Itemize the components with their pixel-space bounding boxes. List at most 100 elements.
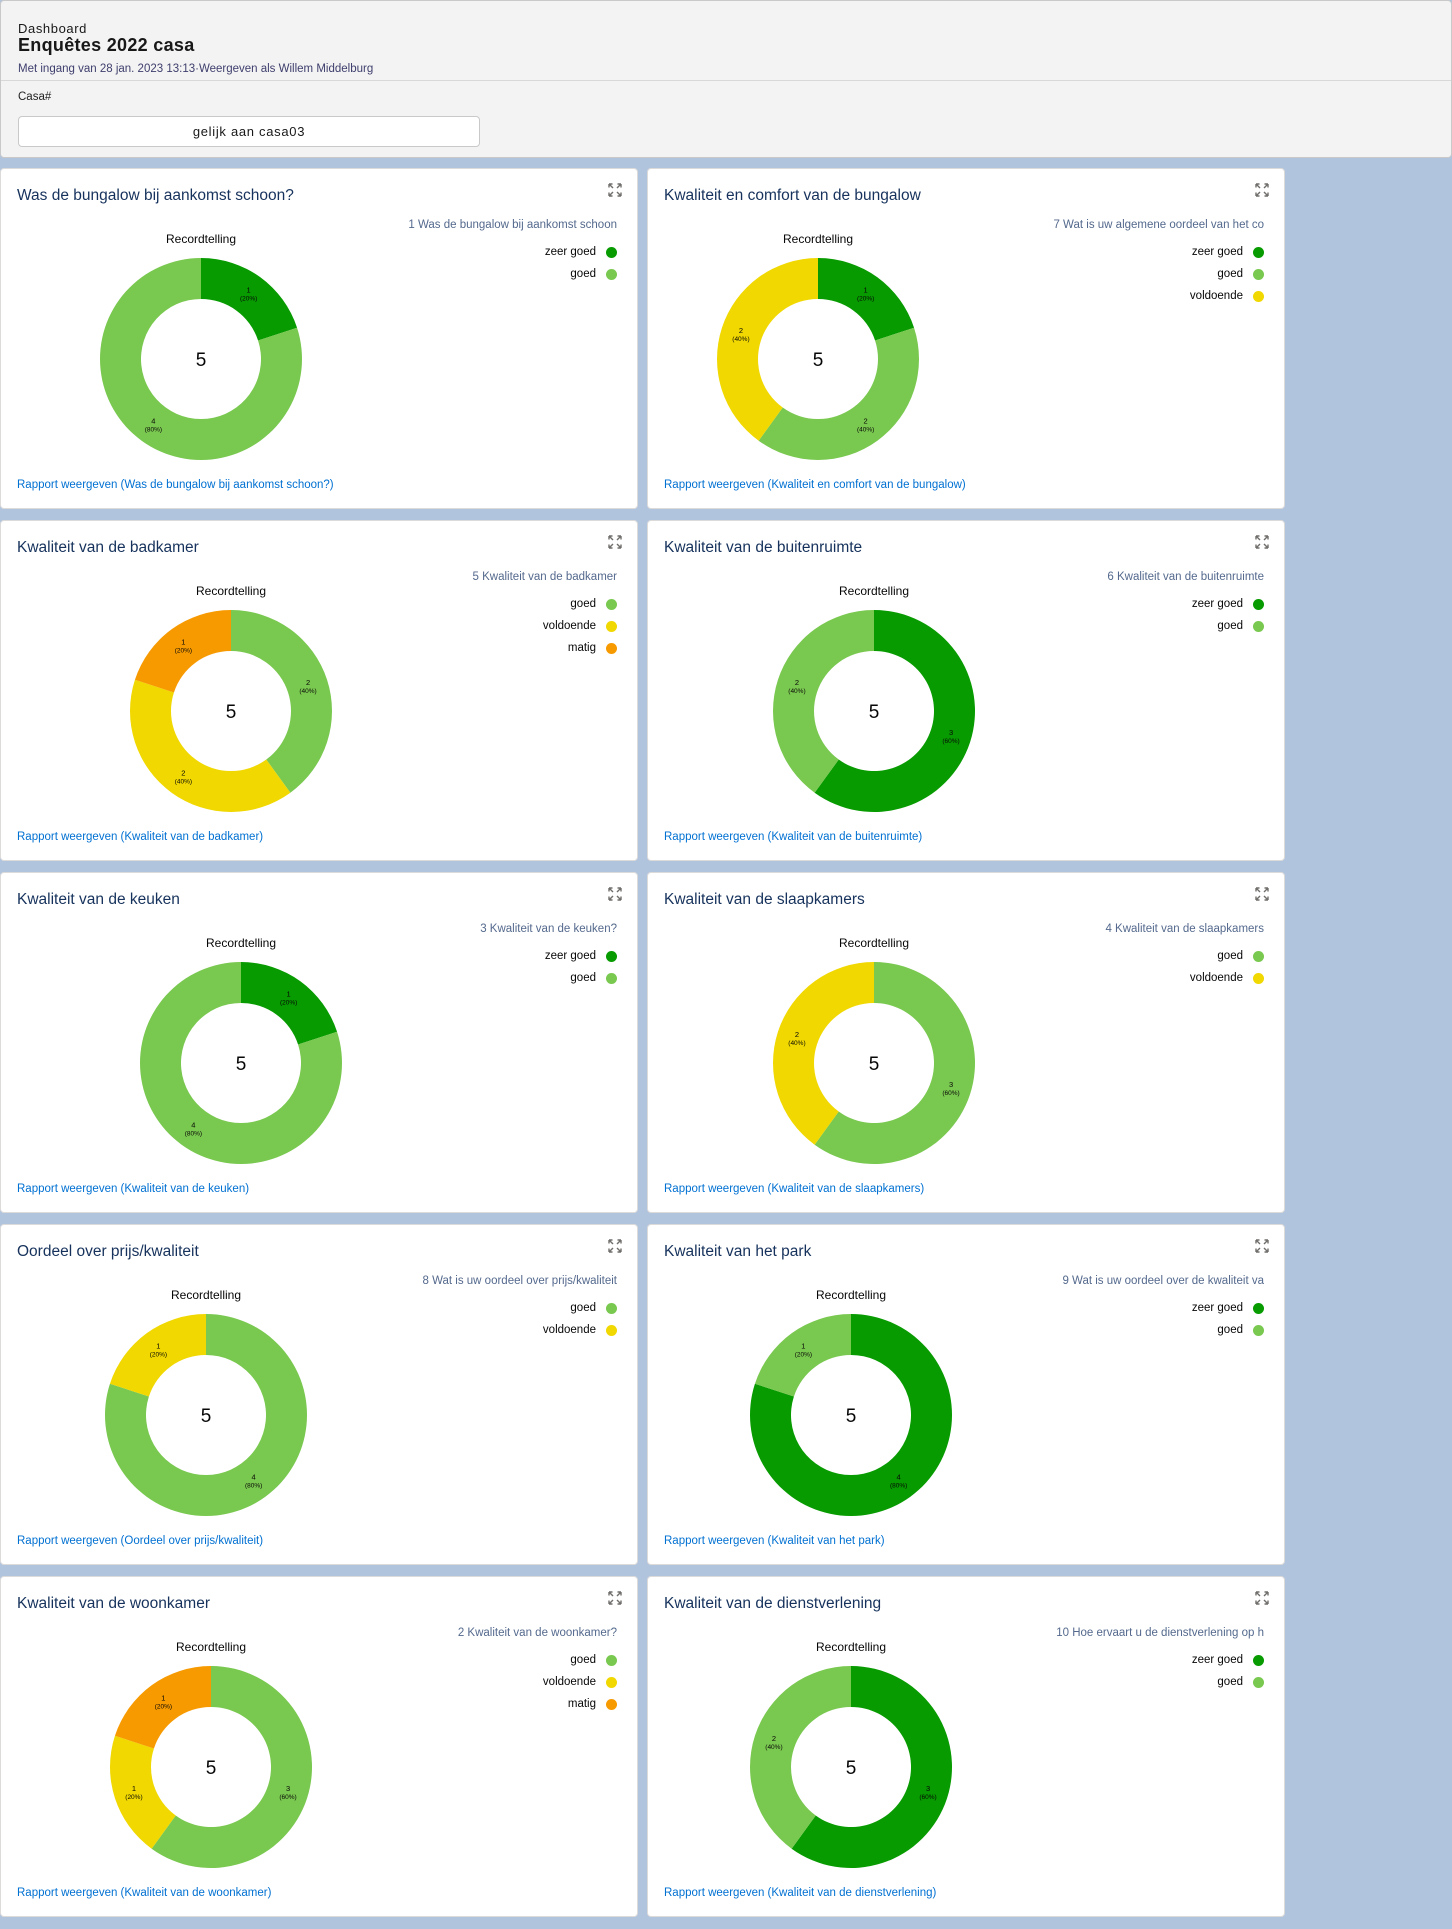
view-report-link[interactable]: Rapport weergeven (Was de bungalow bij a… (17, 479, 334, 491)
legend-color-dot (606, 1676, 617, 1688)
chart-legend: zeer goed goed (1192, 1297, 1264, 1341)
donut-slice[interactable] (750, 1314, 952, 1516)
legend-item-label: goed (1217, 620, 1243, 632)
donut-slice[interactable] (130, 679, 291, 812)
donut-total: 5 (869, 1054, 880, 1075)
legend-color-dot (1253, 1654, 1264, 1666)
slice-percent-label: (80%) (145, 427, 162, 434)
legend-item[interactable]: voldoende (543, 1319, 617, 1341)
donut-total: 5 (813, 350, 824, 371)
legend-item[interactable]: matig (543, 637, 617, 659)
legend-item[interactable]: matig (543, 1693, 617, 1715)
legend-color-dot (606, 642, 617, 654)
expand-icon[interactable] (608, 1239, 622, 1253)
expand-icon[interactable] (1255, 1239, 1269, 1253)
legend-item[interactable]: goed (543, 1649, 617, 1671)
legend-item[interactable]: voldoende (543, 615, 617, 637)
view-report-link[interactable]: Rapport weergeven (Kwaliteit van de dien… (664, 1887, 937, 1899)
donut-slice[interactable] (754, 1314, 851, 1397)
donut-slice[interactable] (151, 1666, 312, 1868)
donut-slice[interactable] (773, 610, 874, 793)
donut-chart: 2(40%)2(40%)1(20%)5 (130, 610, 332, 812)
legend-item[interactable]: goed (545, 967, 617, 989)
page-title: Enquêtes 2022 casa (18, 35, 195, 55)
legend-item[interactable]: zeer goed (1192, 1649, 1264, 1671)
legend-item[interactable]: voldoende (1190, 285, 1264, 307)
legend-item[interactable]: goed (1192, 1319, 1264, 1341)
legend-item[interactable]: goed (545, 263, 617, 285)
donut-slice[interactable] (750, 1666, 851, 1849)
view-report-link[interactable]: Rapport weergeven (Oordeel over prijs/kw… (17, 1535, 264, 1547)
legend-item[interactable]: goed (1190, 945, 1264, 967)
legend-item[interactable]: zeer goed (545, 945, 617, 967)
donut-slice[interactable] (231, 610, 332, 793)
expand-icon[interactable] (608, 535, 622, 549)
slice-percent-label: (80%) (890, 1483, 907, 1490)
view-report-link[interactable]: Rapport weergeven (Kwaliteit van de slaa… (664, 1183, 925, 1195)
donut-slice[interactable] (140, 962, 342, 1164)
legend-title: 8 Wat is uw oordeel over prijs/kwaliteit (422, 1275, 617, 1287)
view-report-link[interactable]: Rapport weergeven (Kwaliteit van de woon… (17, 1887, 272, 1899)
expand-icon[interactable] (608, 887, 622, 901)
donut-slice[interactable] (110, 1735, 176, 1849)
donut-slice[interactable] (814, 610, 975, 812)
expand-icon[interactable] (608, 183, 622, 197)
legend-item[interactable]: zeer goed (1192, 593, 1264, 615)
view-report-link[interactable]: Rapport weergeven (Kwaliteit van de buit… (664, 831, 923, 843)
donut-total: 5 (846, 1758, 857, 1779)
donut-slice[interactable] (758, 327, 919, 461)
slice-percent-label: (20%) (857, 295, 874, 302)
legend-color-dot (1253, 972, 1264, 984)
donut-slice[interactable] (109, 1314, 206, 1397)
legend-item[interactable]: goed (543, 593, 617, 615)
legend-item[interactable]: goed (1190, 263, 1264, 285)
legend-item[interactable]: zeer goed (1192, 1297, 1264, 1319)
donut-slice[interactable] (717, 258, 818, 441)
donut-slice[interactable] (814, 962, 975, 1164)
donut-slice[interactable] (105, 1314, 308, 1516)
view-report-link[interactable]: Rapport weergeven (Kwaliteit van het par… (664, 1535, 885, 1547)
donut-slice[interactable] (818, 258, 915, 341)
donut-slice[interactable] (791, 1666, 952, 1868)
dashboard-card: Kwaliteit van de badkamer Recordtelling 5 … (0, 520, 638, 861)
donut-measure-label: Recordtelling (838, 936, 910, 950)
expand-icon[interactable] (1255, 183, 1269, 197)
donut-slice[interactable] (134, 610, 231, 693)
legend-item[interactable]: goed (1192, 1671, 1264, 1693)
donut-slice[interactable] (114, 1666, 211, 1749)
legend-item[interactable]: voldoende (1190, 967, 1264, 989)
donut-slice[interactable] (201, 258, 298, 341)
legend-item-label: goed (570, 972, 596, 984)
donut-chart: 3(60%) 2(40%) 5 (773, 962, 975, 1164)
expand-icon[interactable] (608, 1591, 622, 1605)
donut-slice[interactable] (241, 962, 338, 1045)
donut-measure-label: Recordtelling (165, 232, 237, 246)
legend-item[interactable]: voldoende (543, 1671, 617, 1693)
view-report-link[interactable]: Rapport weergeven (Kwaliteit van de keuk… (17, 1183, 250, 1195)
legend-item-label: goed (1217, 1676, 1243, 1688)
slice-percent-label: (40%) (788, 1040, 805, 1047)
donut-slice[interactable] (100, 258, 302, 460)
view-report-link[interactable]: Rapport weergeven (Kwaliteit en comfort … (664, 479, 966, 491)
view-report-link[interactable]: Rapport weergeven (Kwaliteit van de badk… (17, 831, 264, 843)
slice-percent-label: (60%) (942, 738, 959, 745)
donut-measure-label: Recordtelling (838, 584, 910, 598)
donut-total: 5 (206, 1758, 217, 1779)
legend-item[interactable]: zeer goed (545, 241, 617, 263)
expand-icon[interactable] (1255, 887, 1269, 901)
legend-title: 5 Kwaliteit van de badkamer (472, 571, 617, 583)
legend-color-dot (1253, 1302, 1264, 1314)
legend-title: 3 Kwaliteit van de keuken? (480, 923, 617, 935)
slice-value-label: 1 (247, 285, 251, 294)
expand-icon[interactable] (1255, 1591, 1269, 1605)
slice-percent-label: (20%) (795, 1351, 812, 1358)
expand-icon[interactable] (1255, 535, 1269, 549)
card-title: Kwaliteit van de keuken (17, 891, 180, 908)
filter-casa-button[interactable]: gelijk aan casa03 (18, 116, 480, 147)
donut-chart: 1(20%) 4(80%) 5 (100, 258, 302, 460)
legend-item[interactable]: zeer goed (1190, 241, 1264, 263)
legend-item[interactable]: goed (543, 1297, 617, 1319)
donut-slice[interactable] (773, 962, 874, 1145)
legend-item[interactable]: goed (1192, 615, 1264, 637)
slice-percent-label: (60%) (279, 1794, 296, 1801)
